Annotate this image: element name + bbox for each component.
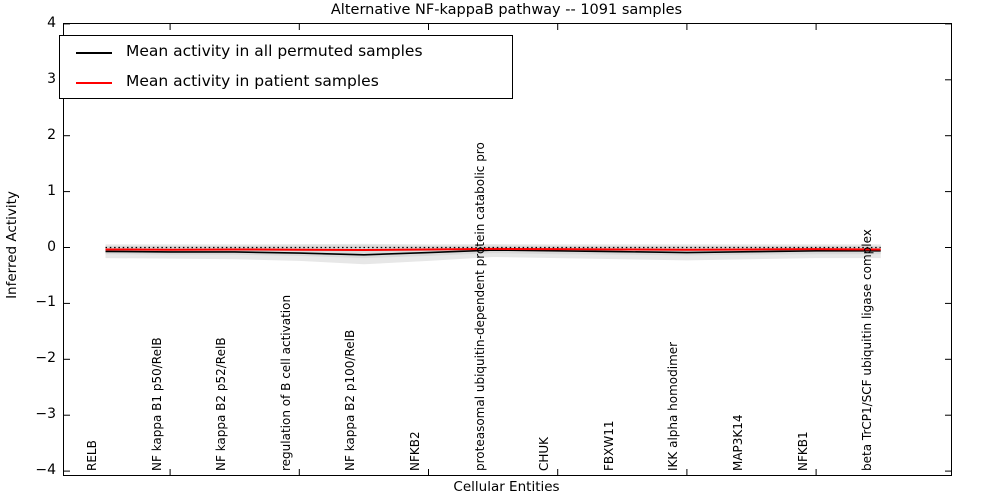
x-axis-label: Cellular Entities <box>453 479 560 495</box>
chart-title: Alternative NF-kappaB pathway -- 1091 sa… <box>330 2 683 18</box>
y-tick-label: −2 <box>35 350 56 367</box>
x-tick-label: NF kappa B2 p52/RelB <box>214 337 229 471</box>
y-tick-label: −4 <box>35 462 56 479</box>
y-tick-label: 0 <box>47 238 56 255</box>
x-tick-label: FBXW11 <box>601 420 616 472</box>
y-tick-label: 2 <box>47 126 56 143</box>
x-tick-label: NF kappa B2 p100/RelB <box>343 329 358 471</box>
legend-item-patient: Mean activity in patient samples <box>60 69 512 96</box>
y-tick-label: −1 <box>35 294 56 311</box>
legend-label-permuted: Mean activity in all permuted samples <box>126 42 423 60</box>
x-tick-label: proteasomal ubiquitin-dependent protein … <box>472 142 487 471</box>
x-tick-label: IKK alpha homodimer <box>666 341 681 471</box>
y-tick-label: 4 <box>47 14 56 31</box>
x-tick-label: MAP3K14 <box>731 414 745 471</box>
x-tick-label: NF kappa B1 p50/RelB <box>149 337 164 471</box>
y-tick-label: 1 <box>47 182 56 199</box>
legend-line-sample-black <box>76 52 112 54</box>
x-tick-label: beta TrCP1/SCF ubiquitin ligase complex <box>860 229 875 471</box>
x-tick-label: NFKB1 <box>795 431 810 471</box>
y-tick-label: −3 <box>35 406 56 423</box>
legend-label-patient: Mean activity in patient samples <box>126 72 379 90</box>
chart-legend: Mean activity in all permuted samples Me… <box>59 35 513 99</box>
x-tick-label: CHUK <box>537 436 552 471</box>
legend-item-permuted: Mean activity in all permuted samples <box>60 39 512 66</box>
x-tick-label: RELB <box>85 440 99 471</box>
x-tick-label: regulation of B cell activation <box>278 294 293 471</box>
chart-canvas <box>64 24 951 475</box>
legend-line-sample-red <box>76 82 112 84</box>
x-tick-label: NFKB2 <box>408 431 422 471</box>
y-tick-label: 3 <box>47 70 56 87</box>
